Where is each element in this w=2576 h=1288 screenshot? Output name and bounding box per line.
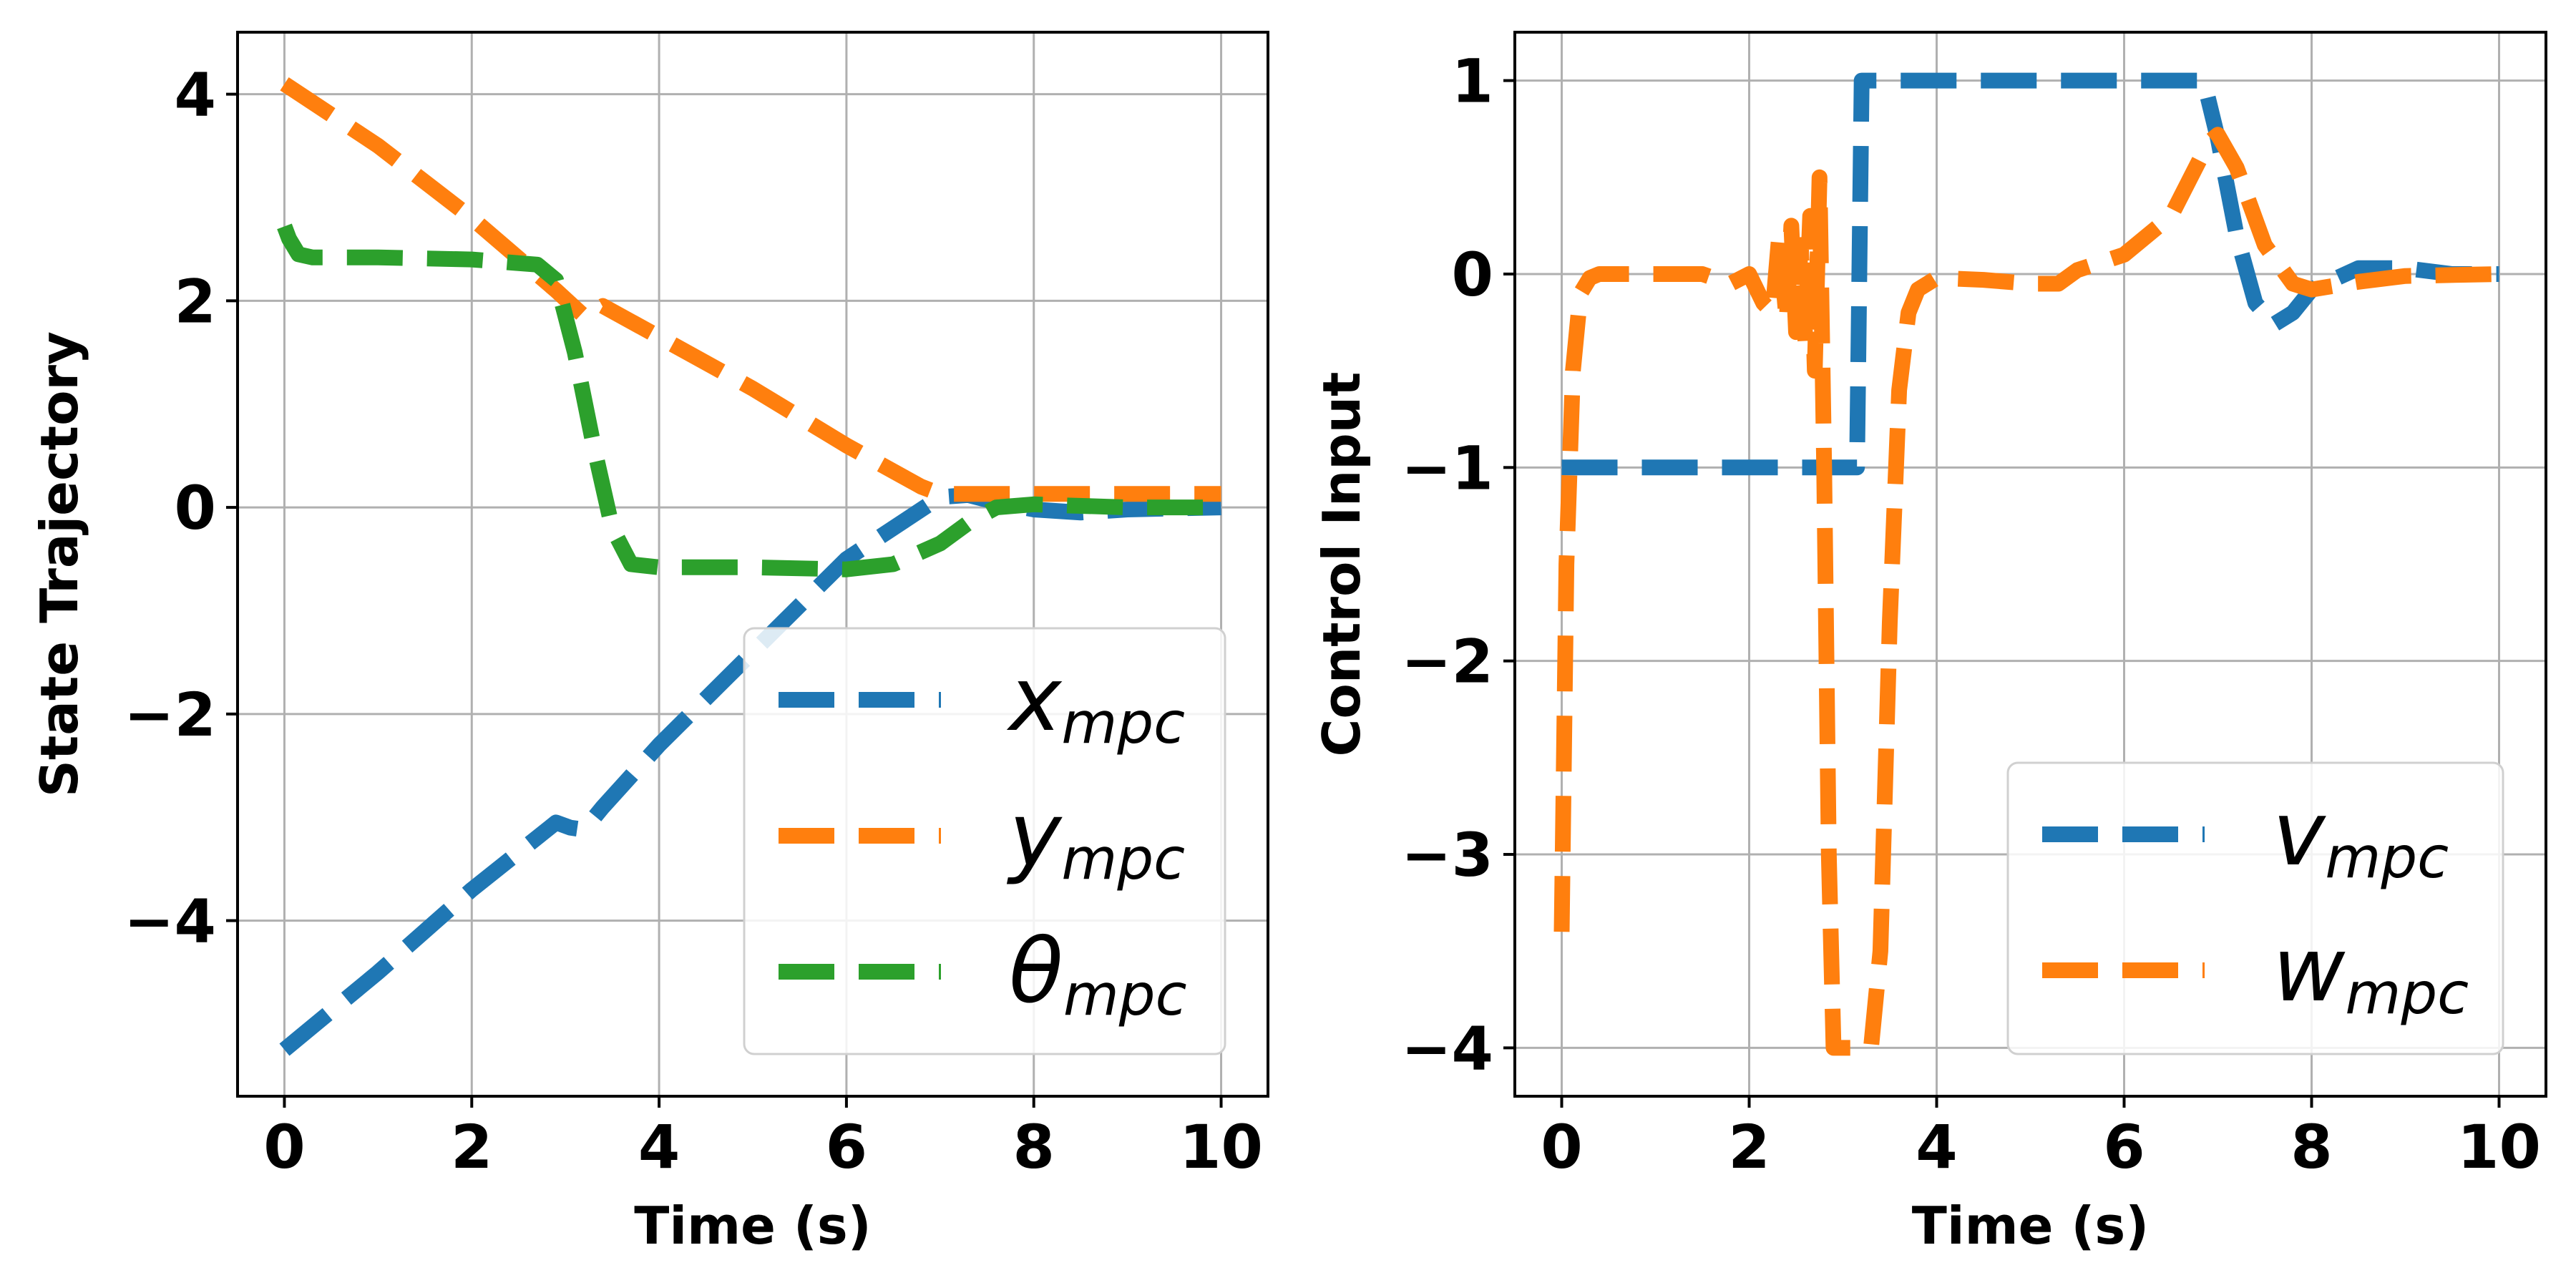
y-tick-label: −1 [1401,433,1493,503]
y-axis-label: Control Input [1312,372,1372,757]
x-tick-label: 4 [638,1112,680,1182]
chart-panel-control-input: 0 2 4 6 8 10 −4 −3 −2 −1 0 1 Time (s) Control Input vm… [1312,31,2547,1256]
legend-label-x_mpc: xmpc [1006,648,1185,756]
x-axis-label: Time (s) [634,1196,871,1256]
x-tick-label: 8 [1013,1112,1055,1182]
series-line-v_mpc [1554,72,2499,476]
legend-label-theta_mpc: θmpc [1009,920,1187,1028]
legend-label-y_mpc: ympc [1006,784,1185,892]
x-tick-label: 0 [263,1112,305,1182]
x-tick-label: 2 [1728,1112,1770,1182]
series-line-theta_mpc [277,223,1221,577]
y-tick-label: −3 [1401,820,1493,890]
y-tick-label: −4 [124,887,216,957]
legend-box [743,627,1226,1055]
y-tick-label: −4 [1401,1013,1493,1083]
x-tick-label: 6 [826,1112,867,1182]
y-axis-label: State Trajectory [29,331,89,797]
y-tick-label: −2 [1401,627,1493,697]
chart-panel-state-trajectory: 0 2 4 6 8 10 −4 −2 0 2 4 Time (s) State Trajectory xm… [29,31,1269,1256]
y-tick-label: 4 [175,60,216,130]
y-tick-label: −2 [124,680,216,750]
legend-label-v_mpc: vmpc [2273,783,2449,891]
y-tick-label: 0 [1452,240,1493,310]
x-tick-label: 0 [1541,1112,1582,1182]
plot-frame [1513,31,2547,1098]
y-tick-label: 1 [1452,47,1493,117]
legend-label-w_mpc: wmpc [2273,919,2469,1027]
legend: vmpc wmpc [2006,761,2504,1055]
x-tick-label: 10 [1179,1112,1263,1182]
series-line-x_mpc [279,487,1221,1056]
legend: xmpc ympc θmpc [743,627,1226,1055]
plot-frame [236,31,1269,1098]
y-tick-label: 0 [175,473,216,543]
x-tick-label: 2 [451,1112,492,1182]
series-line-y_mpc [280,77,1221,502]
x-tick-label: 4 [1916,1112,1957,1182]
y-tick-label: 2 [175,266,216,336]
x-tick-label: 6 [2103,1112,2145,1182]
series-line-w_mpc [1553,127,2499,1056]
x-tick-label: 8 [2290,1112,2332,1182]
x-tick-label: 10 [2457,1112,2541,1182]
x-axis-label: Time (s) [1912,1196,2149,1256]
